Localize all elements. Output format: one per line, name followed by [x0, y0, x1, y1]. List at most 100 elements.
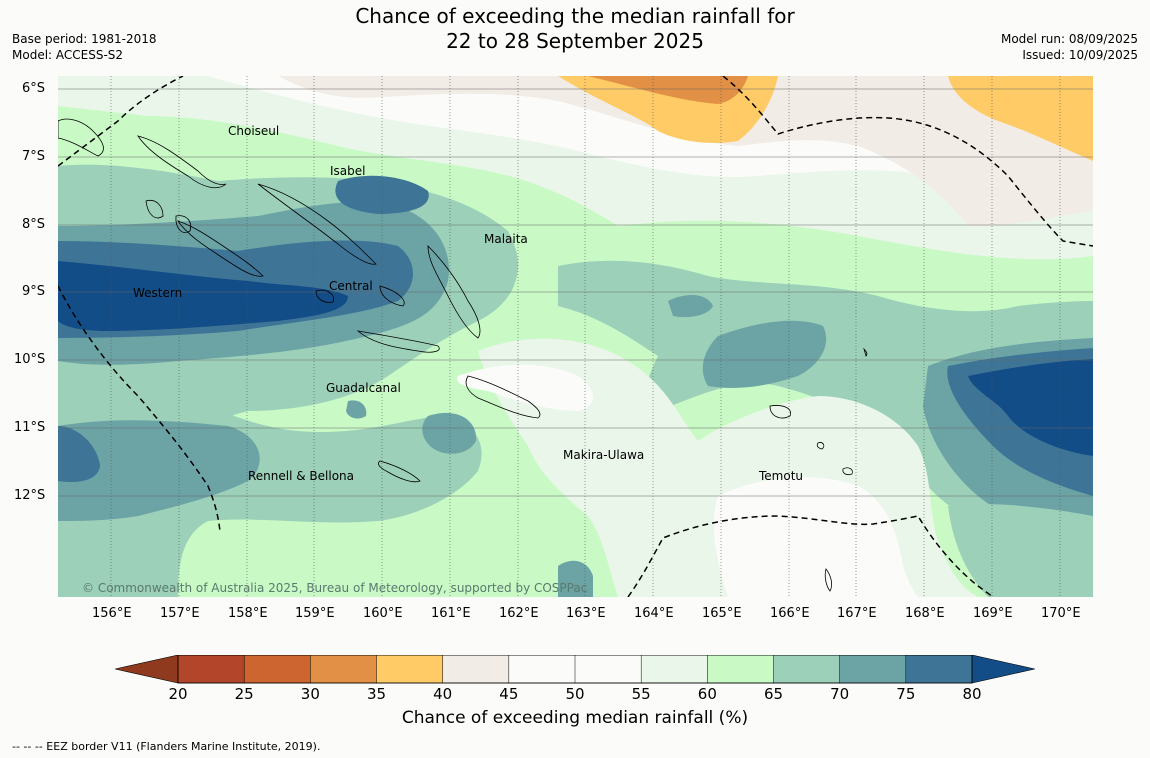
- colorbar-cell: [574, 654, 642, 684]
- contour-70-75-bottom: [558, 560, 593, 597]
- island-temotu-1: [816, 442, 825, 450]
- copyright-text: © Commonwealth of Australia 2025, Bureau…: [82, 581, 587, 595]
- contour-50-55-southeast: [713, 477, 918, 597]
- colorbar-frame: [177, 654, 973, 684]
- contour-30-35-north: [588, 76, 748, 104]
- colorbar-tick-label: 35: [366, 685, 387, 703]
- colorbar-cell: [640, 654, 708, 684]
- region-malaita: Malaita: [484, 232, 528, 246]
- region-choiseul: Choiseul: [228, 124, 279, 138]
- islands: [58, 118, 868, 592]
- lat-label-7s: 7°S: [22, 149, 46, 164]
- region-temotu: Temotu: [758, 469, 803, 483]
- contour-40-45-north: [278, 76, 1093, 226]
- lat-label-10s: 10°S: [14, 352, 46, 367]
- eez-border: [58, 76, 1093, 597]
- region-guadalcanal: Guadalcanal: [326, 381, 401, 395]
- colorbar-cell: [442, 654, 510, 684]
- contour-75-80-isabel: [335, 175, 429, 214]
- region-rennell-bellona: Rennell & Bellona: [248, 469, 354, 483]
- model-run: Model run: 08/09/2025: [1000, 32, 1138, 46]
- contour-65-70-south-middle: [948, 504, 1093, 597]
- colorbar-cell: [243, 654, 311, 684]
- island-russell: [379, 285, 405, 307]
- contour-70-75-small-2: [346, 400, 367, 419]
- colorbar-cell: [310, 654, 378, 684]
- island-vella: [145, 199, 164, 219]
- contour-80-far-east: [968, 359, 1093, 456]
- contour-60-65-tiny: [213, 558, 253, 570]
- colorbar-tick-label: 50: [565, 685, 585, 703]
- contour-70-75-east: [702, 320, 827, 388]
- lon-label-168e: 168°E: [905, 606, 945, 621]
- region-central: Central: [329, 279, 373, 293]
- island-central-south: [356, 330, 440, 353]
- colorbar-cell: [839, 654, 907, 684]
- colorbar-tick-label: 75: [896, 685, 916, 703]
- chart-title: Chance of exceeding the median rainfall …: [0, 4, 1150, 54]
- lon-label-157e: 157°E: [160, 606, 200, 621]
- lon-label-162e: 162°E: [499, 606, 539, 621]
- colorbar-tick-label: 45: [499, 685, 519, 703]
- colorbar-cell: [508, 654, 576, 684]
- colorbar-cell: [376, 654, 444, 684]
- contour-70-75-blob: [668, 294, 713, 318]
- region-makira-ulawa: Makira-Ulawa: [563, 448, 644, 462]
- map-svg: Choiseul Isabel Malaita Western Central …: [58, 76, 1093, 597]
- rainfall-map: Choiseul Isabel Malaita Western Central …: [58, 76, 1093, 597]
- lon-label-158e: 158°E: [228, 606, 268, 621]
- island-temotu-2: [842, 467, 853, 476]
- eez-footnote: -- -- -- EEZ border V11 (Flanders Marine…: [12, 740, 321, 753]
- lat-label-12s: 12°S: [14, 488, 46, 503]
- contour-35-40-ne: [948, 76, 1093, 161]
- issued-date: Issued: 10/09/2025: [1022, 48, 1138, 62]
- island-bougainville: [58, 118, 104, 157]
- lon-label-170e: 170°E: [1041, 606, 1081, 621]
- colorbar-extend-low: [114, 654, 179, 684]
- lon-label-165e: 165°E: [702, 606, 742, 621]
- contour-75-80-sw: [58, 426, 100, 483]
- title-line-1: Chance of exceeding the median rainfall …: [355, 4, 795, 28]
- island-rennell: [378, 460, 421, 483]
- lat-label-11s: 11°S: [14, 420, 46, 435]
- colorbar-tick-label: 65: [763, 685, 784, 703]
- colorbar-cell: [177, 654, 245, 684]
- lon-label-166e: 166°E: [770, 606, 810, 621]
- island-new-georgia: [177, 220, 264, 277]
- contour-70-75-south-small: [422, 412, 477, 454]
- region-isabel: Isabel: [330, 164, 365, 178]
- colorbar-tick-label: 80: [962, 685, 982, 703]
- island-east-small: [863, 347, 868, 357]
- colorbar-tick-label: 70: [830, 685, 850, 703]
- model-name: Model: ACCESS-S2: [12, 48, 124, 62]
- island-malaita: [427, 245, 481, 339]
- latitude-lines: [58, 88, 1093, 497]
- lon-label-160e: 160°E: [363, 606, 403, 621]
- contour-50-55-central: [457, 364, 593, 411]
- colorbar-tick-label: 25: [234, 685, 254, 703]
- base-period: Base period: 1981-2018: [12, 32, 157, 46]
- lon-label-161e: 161°E: [431, 606, 471, 621]
- colorbar-cells: [177, 654, 973, 684]
- colorbar-cell: [707, 654, 775, 684]
- lon-label-156e: 156°E: [92, 606, 132, 621]
- colorbar-tick-label: 20: [168, 685, 188, 703]
- colorbar-title: Chance of exceeding median rainfall (%): [401, 708, 749, 728]
- region-western: Western: [133, 286, 182, 300]
- colorbar-tick-label: 55: [631, 685, 651, 703]
- contour-80-west: [58, 261, 348, 331]
- colorbar-cell: [773, 654, 841, 684]
- colorbar-extend-high: [971, 654, 1036, 684]
- lon-label-163e: 163°E: [566, 606, 606, 621]
- colorbar-tick-label: 40: [433, 685, 453, 703]
- lon-label-164e: 164°E: [634, 606, 674, 621]
- island-makira: [769, 405, 791, 419]
- lat-label-8s: 8°S: [22, 217, 46, 232]
- colorbar-svg: [114, 654, 1036, 684]
- colorbar: [114, 654, 1036, 709]
- island-guadalcanal: [465, 375, 541, 419]
- title-line-2: 22 to 28 September 2025: [446, 29, 704, 53]
- lat-label-9s: 9°S: [22, 284, 46, 299]
- island-south-small: [824, 568, 833, 592]
- lon-label-159e: 159°E: [295, 606, 335, 621]
